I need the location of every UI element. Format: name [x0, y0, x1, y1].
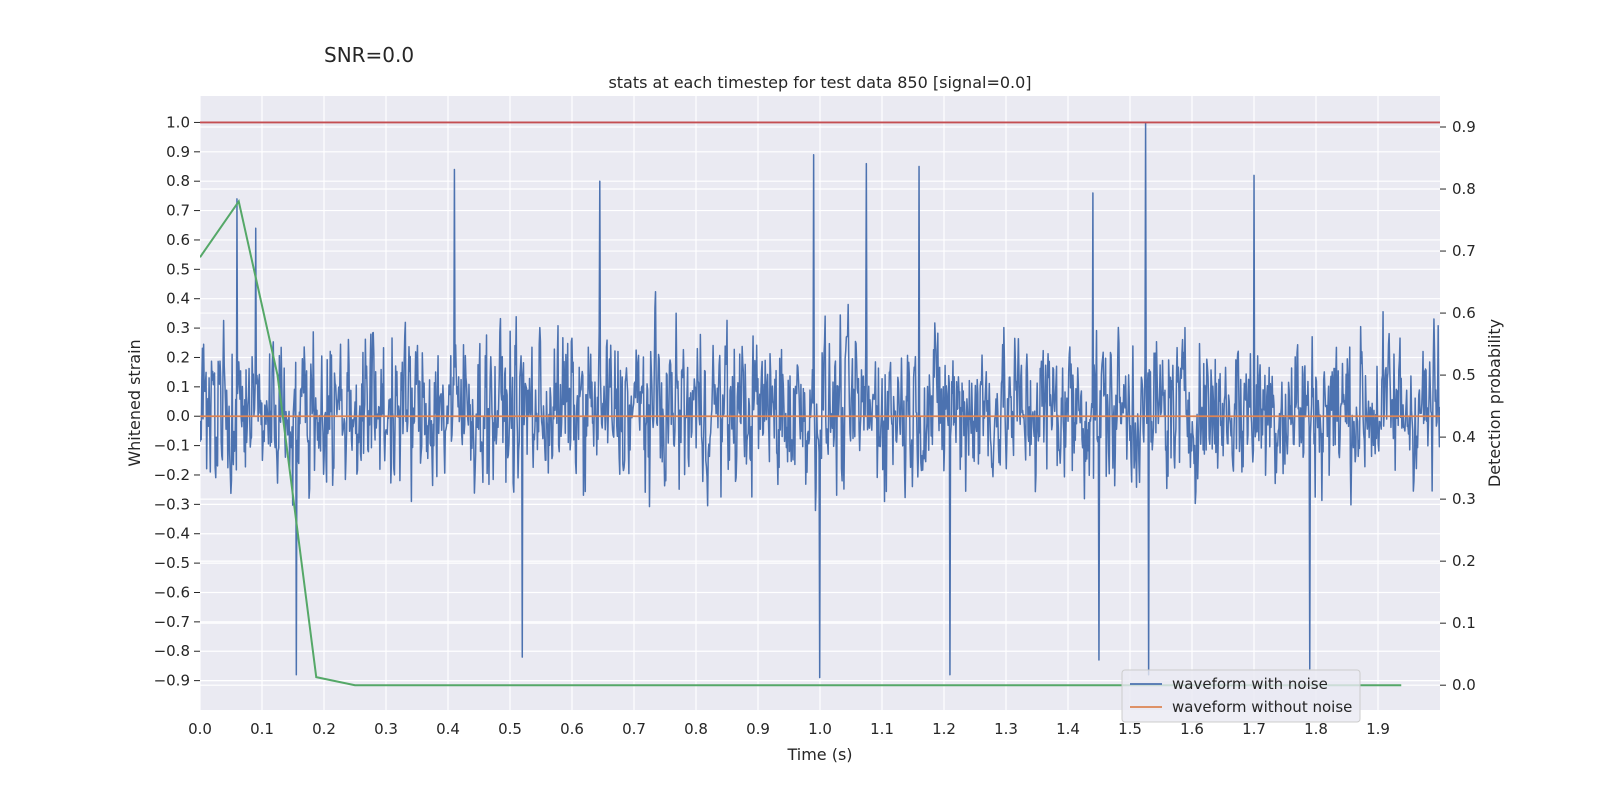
- x-tick-label: 0.9: [746, 720, 770, 738]
- series-detection-probability: [200, 198, 1402, 687]
- y-right-axis-label: Detection probability: [1485, 319, 1504, 487]
- x-tick-label: 1.4: [1056, 720, 1080, 738]
- y-right-tick-label: 0.6: [1452, 304, 1476, 322]
- y-tick-label: 0.6: [166, 231, 190, 249]
- x-tick-label: 0.4: [436, 720, 460, 738]
- x-tick-label: 1.7: [1242, 720, 1266, 738]
- x-tick-label: 1.1: [870, 720, 894, 738]
- y-tick-label: −0.9: [154, 672, 190, 690]
- series-waveform-with-noise: [200, 121, 1440, 679]
- x-tick-label: 0.6: [560, 720, 584, 738]
- y-right-tick-label: 0.4: [1452, 428, 1476, 446]
- x-tick-label: 1.0: [808, 720, 832, 738]
- y-tick-label: 0.1: [166, 378, 190, 396]
- x-tick-label: 0.0: [188, 720, 212, 738]
- y-right-tick-label: 0.3: [1452, 490, 1476, 508]
- x-tick-label: 0.2: [312, 720, 336, 738]
- y-tick-label: −0.6: [154, 583, 190, 601]
- y-tick-label: −0.8: [154, 642, 190, 660]
- y-tick-label: 0.8: [166, 172, 190, 190]
- y-right-tick-label: 0.9: [1452, 118, 1476, 136]
- y-right-tick-label: 0.5: [1452, 366, 1476, 384]
- y-tick-label: −0.4: [154, 525, 190, 543]
- y-right-axis-ticks: 0.9 0.8 0.7 0.6 0.5 0.4 0.3 0.2 0.1 0.0: [1440, 118, 1476, 694]
- legend-label-noise: waveform with noise: [1172, 675, 1328, 693]
- x-tick-label: 1.8: [1304, 720, 1328, 738]
- y-tick-label: −0.2: [154, 466, 190, 484]
- x-tick-label: 1.9: [1366, 720, 1390, 738]
- y-tick-label: 0.3: [166, 319, 190, 337]
- y-tick-label: 0.4: [166, 290, 190, 308]
- x-axis-ticks: 0.0 0.1 0.2 0.3 0.4 0.5 0.6 0.7 0.8 0.9 1.0 1.1 1.2 1…: [188, 720, 1390, 738]
- y-axis-ticks: 1.0 0.9 0.8 0.7 0.6 0.5 0.4 0.3 0.2 0.1 0.0 −0.1 −0.…: [154, 113, 200, 690]
- chart-title: stats at each timestep for test data 850…: [608, 73, 1031, 92]
- x-tick-label: 0.5: [498, 720, 522, 738]
- legend-label-clean: waveform without noise: [1172, 698, 1352, 716]
- legend: waveform with noise waveform without noi…: [1121, 669, 1361, 723]
- y-tick-label: 0.9: [166, 143, 190, 161]
- y-tick-label: 1.0: [166, 113, 190, 131]
- x-tick-label: 1.6: [1180, 720, 1204, 738]
- y-right-tick-label: 0.7: [1452, 242, 1476, 260]
- y-tick-label: 0.7: [166, 202, 190, 220]
- x-tick-label: 0.8: [684, 720, 708, 738]
- y-right-tick-label: 0.0: [1452, 676, 1476, 694]
- legend-box: [1121, 669, 1361, 723]
- x-tick-label: 0.3: [374, 720, 398, 738]
- x-tick-label: 1.2: [932, 720, 956, 738]
- x-tick-label: 1.5: [1118, 720, 1142, 738]
- y-tick-label: −0.7: [154, 613, 190, 631]
- x-axis-label: Time (s): [786, 745, 852, 764]
- x-tick-label: 1.3: [994, 720, 1018, 738]
- y-right-tick-label: 0.1: [1452, 614, 1476, 632]
- plot-lines: [200, 121, 1440, 687]
- suptitle: SNR=0.0: [324, 43, 414, 67]
- y-tick-label: 0.0: [166, 407, 190, 425]
- y-tick-label: −0.5: [154, 554, 190, 572]
- y-tick-label: −0.3: [154, 495, 190, 513]
- y-right-tick-label: 0.8: [1452, 180, 1476, 198]
- y-tick-label: 0.5: [166, 260, 190, 278]
- y-tick-label: 0.2: [166, 348, 190, 366]
- x-tick-label: 0.7: [622, 720, 646, 738]
- x-tick-label: 0.1: [250, 720, 274, 738]
- y-tick-label: −0.1: [154, 437, 190, 455]
- y-axis-label: Whitened strain: [125, 339, 144, 466]
- y-right-tick-label: 0.2: [1452, 552, 1476, 570]
